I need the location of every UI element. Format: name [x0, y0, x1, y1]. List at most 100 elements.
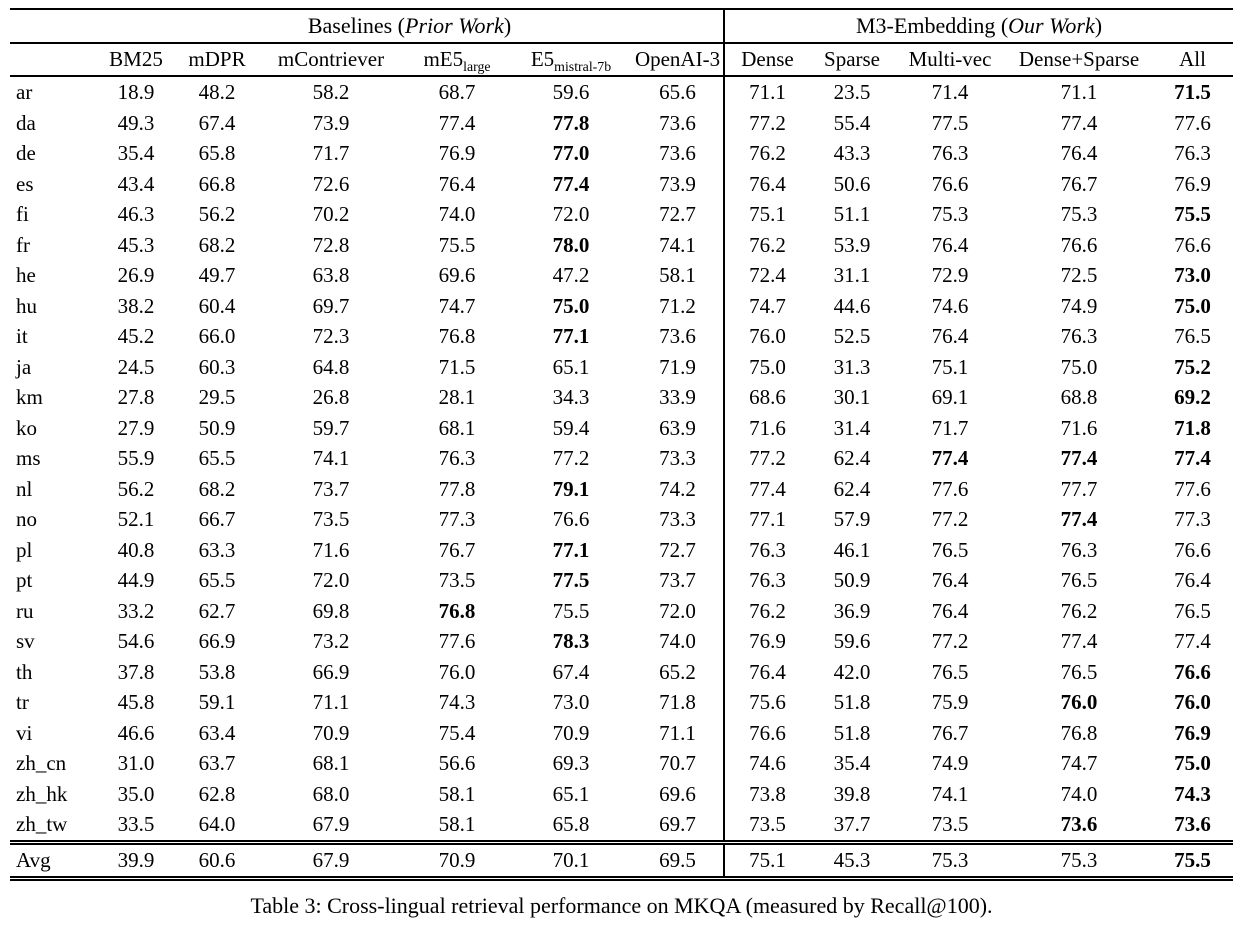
- cell-Avg-multi-vec: 75.3: [894, 839, 1007, 881]
- cell-de-bm25: 35.4: [117, 141, 155, 165]
- cell-fr-bm25: 45.3: [117, 232, 155, 257]
- cell-pt-dense-sparse: 76.5: [1060, 568, 1098, 592]
- cell-ja-sparse: 31.3: [833, 354, 871, 379]
- cell-fr-sparse: 53.9: [833, 232, 871, 257]
- cell-ms-dense-sparse: 77.4: [1060, 446, 1098, 470]
- table-row-da: da 49.3 67.4 73.9 77.4 77.8 73.6 77.2 55.4 77.5 77…: [10, 107, 1233, 138]
- cell-fi-openai-3: 72.7: [659, 202, 696, 226]
- cell-nl-mdpr: 68.2: [198, 476, 236, 501]
- cell-ms-dense: 77.2: [723, 443, 811, 474]
- cell-nl-sparse: 62.4: [833, 476, 871, 501]
- cell-vi-all: 76.9: [1174, 720, 1211, 745]
- cell-it-multi-vec: 76.4: [931, 324, 969, 348]
- cell-ru-bm25: 33.2: [117, 598, 155, 623]
- cell-sv-mcontriever: 73.2: [312, 629, 350, 653]
- cell-sv-dense: 76.9: [723, 626, 811, 657]
- cell-es-mdpr: 66.8: [198, 171, 236, 196]
- cell-da-all: 77.6: [1174, 110, 1211, 135]
- cell-fi-dense-sparse: 75.3: [1060, 202, 1098, 226]
- cell-fr-dense: 76.2: [723, 229, 811, 260]
- cell-he-dense-sparse: 72.5: [1060, 263, 1098, 287]
- column-header-multi-vec: Multi-vec: [894, 43, 1007, 77]
- table-row-zh_cn: zh_cn 31.0 63.7 68.1 56.6 69.3 70.7 74.6 35.4 74.…: [10, 748, 1233, 779]
- cell-vi-e5: 70.9: [552, 720, 590, 745]
- cell-de-me5: 76.9: [438, 141, 476, 165]
- cell-ko-openai-3: 63.9: [659, 415, 696, 440]
- cell-th-e5: 67.4: [552, 659, 590, 684]
- row-label: he: [16, 263, 36, 287]
- cell-pl-all: 76.6: [1174, 537, 1211, 562]
- table-row-ko: ko 27.9 50.9 59.7 68.1 59.4 63.9 71.6 31.4 71.7 71…: [10, 412, 1233, 443]
- cell-es-multi-vec: 76.6: [931, 171, 969, 196]
- table-row-hu: hu 38.2 60.4 69.7 74.7 75.0 71.2 74.7 44.6 74.6 74…: [10, 290, 1233, 321]
- cell-km-bm25: 27.8: [117, 385, 155, 409]
- cell-pt-bm25: 44.9: [117, 568, 155, 592]
- cell-zh_cn-openai-3: 70.7: [659, 751, 696, 775]
- cell-km-dense: 68.6: [723, 382, 811, 413]
- cell-he-mcontriever: 63.8: [312, 263, 350, 287]
- cell-he-all: 73.0: [1174, 263, 1211, 287]
- corner-cell: [10, 9, 96, 44]
- row-label: ko: [16, 415, 37, 440]
- cell-he-mdpr: 49.7: [198, 263, 236, 287]
- cell-nl-multi-vec: 77.6: [931, 476, 969, 501]
- cell-zh_hk-mcontriever: 68.0: [312, 781, 350, 806]
- cell-zh_hk-dense-sparse: 74.0: [1060, 781, 1098, 806]
- cell-da-bm25: 49.3: [117, 110, 155, 135]
- cell-nl-me5: 77.8: [438, 476, 476, 501]
- column-header-mdpr: mDPR: [176, 43, 258, 77]
- cell-zh_cn-multi-vec: 74.9: [931, 751, 969, 775]
- cell-tr-e5: 73.0: [552, 690, 590, 714]
- cell-fi-multi-vec: 75.3: [931, 202, 969, 226]
- cell-he-e5: 47.2: [552, 263, 590, 287]
- cell-vi-dense-sparse: 76.8: [1060, 720, 1098, 745]
- cell-ru-all: 76.5: [1174, 598, 1211, 623]
- cell-vi-multi-vec: 76.7: [931, 720, 969, 745]
- row-label: fr: [16, 232, 30, 257]
- cell-ar-dense: 71.1: [723, 76, 811, 108]
- cell-he-multi-vec: 72.9: [931, 263, 969, 287]
- cell-vi-mcontriever: 70.9: [312, 720, 350, 745]
- cell-Avg-all: 75.5: [1152, 839, 1234, 881]
- cell-tr-openai-3: 71.8: [659, 690, 696, 714]
- group-header-row: Baselines (Prior Work) M3-Embedding (Our…: [10, 9, 1234, 44]
- cell-Avg-mdpr: 60.6: [176, 839, 258, 881]
- cell-it-dense: 76.0: [723, 321, 811, 352]
- cell-Avg-me5: 70.9: [404, 839, 510, 881]
- cell-de-dense: 76.2: [723, 138, 811, 169]
- cell-zh_cn-mcontriever: 68.1: [312, 751, 350, 775]
- cell-pt-e5: 77.5: [552, 568, 590, 592]
- cell-da-dense: 77.2: [723, 107, 811, 138]
- cell-no-dense: 77.1: [723, 504, 811, 535]
- cell-ja-all: 75.2: [1174, 354, 1211, 379]
- cell-th-all: 76.6: [1174, 659, 1211, 684]
- cell-fi-all: 75.5: [1174, 202, 1211, 226]
- cell-tr-dense-sparse: 76.0: [1060, 690, 1098, 714]
- group-header-baselines-close: ): [503, 13, 512, 38]
- cell-ko-dense-sparse: 71.6: [1060, 415, 1098, 440]
- cell-da-dense-sparse: 77.4: [1060, 110, 1098, 135]
- cell-th-dense-sparse: 76.5: [1060, 659, 1098, 684]
- group-header-m3-close: ): [1094, 13, 1103, 38]
- cell-th-bm25: 37.8: [117, 659, 155, 684]
- cell-km-dense-sparse: 68.8: [1060, 385, 1098, 409]
- table-row-ar: ar 18.9 48.2 58.2 68.7 59.6 65.6 71.1 23.5 71.4 71…: [10, 76, 1233, 108]
- cell-hu-mdpr: 60.4: [198, 293, 236, 318]
- cell-zh_tw-openai-3: 69.7: [659, 812, 696, 836]
- cell-ja-multi-vec: 75.1: [931, 354, 969, 379]
- row-label: zh_tw: [16, 812, 68, 836]
- cell-th-openai-3: 65.2: [659, 659, 696, 684]
- cell-zh_hk-all: 74.3: [1174, 781, 1211, 806]
- cell-ru-openai-3: 72.0: [659, 598, 696, 623]
- table-row-nl: nl 56.2 68.2 73.7 77.8 79.1 74.2 77.4 62.4 77.6 77…: [10, 473, 1233, 504]
- column-header-dense-sparse: Dense+Sparse: [1006, 43, 1153, 77]
- cell-no-mdpr: 66.7: [198, 507, 236, 531]
- cell-es-mcontriever: 72.6: [312, 171, 350, 196]
- cell-zh_hk-bm25: 35.0: [117, 781, 155, 806]
- cell-zh_cn-e5: 69.3: [552, 751, 590, 775]
- cell-pt-me5: 73.5: [438, 568, 476, 592]
- cell-ar-mcontriever: 58.2: [312, 80, 350, 104]
- cell-pt-all: 76.4: [1174, 568, 1211, 592]
- cell-pt-openai-3: 73.7: [659, 568, 696, 592]
- cell-it-e5: 77.1: [552, 324, 590, 348]
